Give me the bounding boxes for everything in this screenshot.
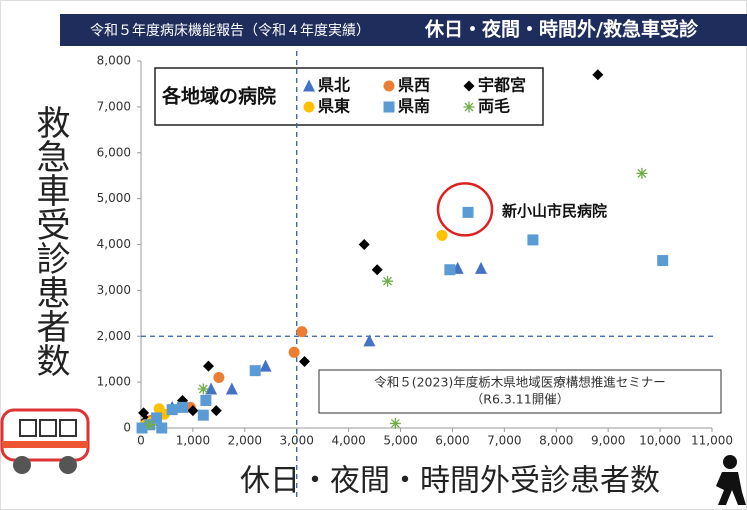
note-text: 令和５(2023)年度栃木県地域医療構想推進セミナー (374, 375, 666, 390)
legend-marker (384, 102, 395, 113)
point (198, 410, 209, 421)
legend-marker (464, 102, 475, 113)
x-tick-label: 9,000 (591, 434, 625, 448)
y-tick-label: 8,000 (97, 54, 131, 68)
point (213, 372, 224, 383)
y-tick-label: 5,000 (97, 191, 131, 205)
point (296, 326, 307, 337)
point (200, 395, 211, 406)
legend-label: 宇都宮 (478, 76, 526, 95)
point (527, 234, 538, 245)
annotation: 新小山市民病院 (502, 202, 607, 220)
chart-subtitle: 休日・夜間・時間外/救急車受診 (424, 18, 699, 41)
legend-label: 県北 (318, 76, 350, 95)
x-tick-label: 5,000 (383, 434, 417, 448)
point (657, 255, 668, 266)
x-axis-label: 休日・夜間・時間外受診患者数 (240, 464, 660, 499)
point (289, 347, 300, 358)
legend-label: 県西 (398, 76, 430, 95)
y-axis-label: 救急車受診患者数 (30, 105, 70, 377)
x-tick-label: 2,000 (228, 434, 262, 448)
legend-label: 県東 (318, 97, 350, 116)
point (250, 365, 261, 376)
point (156, 423, 167, 434)
point (177, 402, 188, 413)
x-tick-label: 4,000 (331, 434, 365, 448)
point (444, 264, 455, 275)
y-tick-label: 2,000 (97, 329, 131, 343)
point (390, 418, 401, 429)
point (463, 207, 474, 218)
y-tick-label: 6,000 (97, 145, 131, 159)
y-tick-label: 0 (123, 421, 131, 435)
legend-marker (384, 81, 395, 92)
x-tick-label: 10,000 (639, 434, 681, 448)
legend-label: 県南 (398, 97, 430, 116)
y-tick-label: 4,000 (97, 237, 131, 251)
x-tick-label: 8,000 (539, 434, 573, 448)
point (636, 168, 647, 179)
chart: 令和５年度病床機能報告（令和４年度実績） 休日・夜間・時間外/救急車受診 救急車… (0, 0, 747, 510)
x-tick-label: 11,000 (691, 434, 733, 448)
legend-label: 両毛 (478, 97, 510, 116)
x-tick-label: 0 (137, 434, 145, 448)
x-tick-label: 6,000 (435, 434, 469, 448)
legend-marker (304, 102, 315, 113)
point (167, 404, 178, 415)
y-tick-label: 1,000 (97, 375, 131, 389)
point (198, 384, 209, 395)
chart-title: 令和５年度病床機能報告（令和４年度実績） (90, 23, 370, 39)
legend-title: 各地域の病院 (161, 85, 276, 108)
y-tick-label: 7,000 (97, 99, 131, 113)
point (144, 419, 155, 430)
x-tick-label: 7,000 (487, 434, 521, 448)
point (382, 276, 393, 287)
note-text: （R6.3.11開催） (471, 392, 569, 407)
point (437, 230, 448, 241)
y-tick-label: 3,000 (97, 283, 131, 297)
x-tick-label: 1,000 (176, 434, 210, 448)
